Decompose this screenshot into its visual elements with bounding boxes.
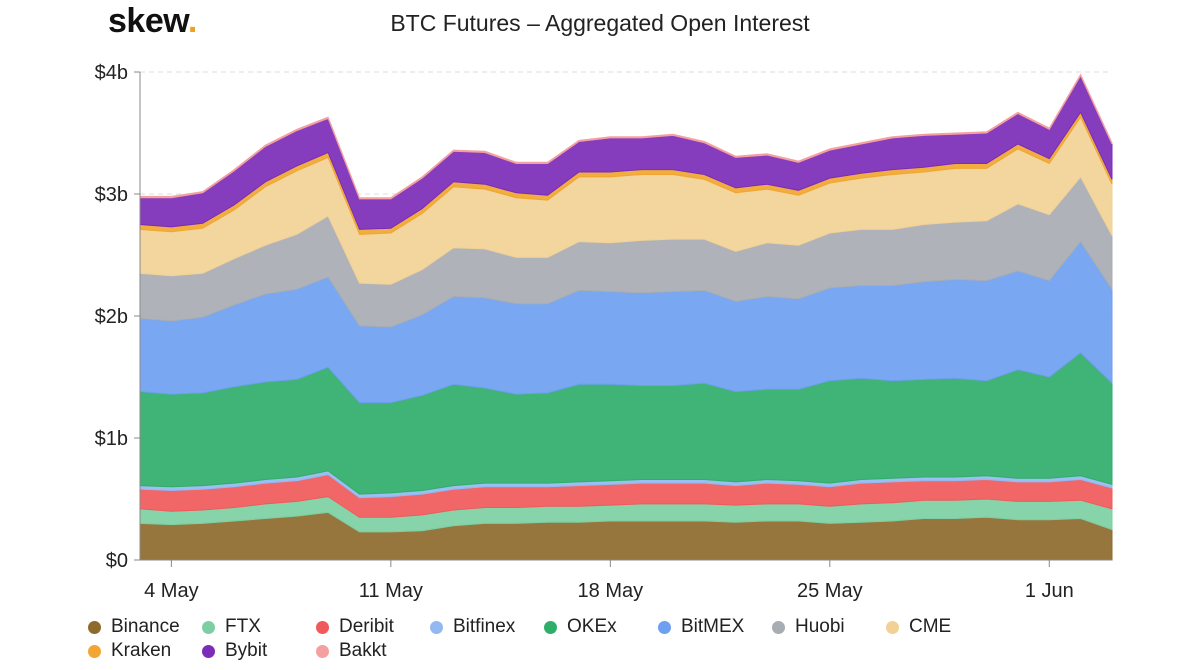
legend-swatch — [658, 620, 671, 634]
legend-item-bitfinex[interactable]: Bitfinex — [430, 616, 544, 638]
x-tick-label: 11 May — [359, 580, 423, 602]
legend-swatch — [316, 644, 329, 658]
x-tick-label: 1 Jun — [1025, 580, 1074, 602]
legend-item-binance[interactable]: Binance — [88, 616, 202, 638]
legend-label: CME — [909, 616, 952, 637]
brand-logo: skew. — [108, 2, 197, 41]
legend-label: Huobi — [795, 616, 845, 637]
y-tick-label: $4b — [95, 62, 128, 84]
legend-item-bitmex[interactable]: BitMEX — [658, 616, 772, 638]
legend-swatch — [88, 620, 101, 634]
legend-label: OKEx — [567, 616, 617, 637]
legend-item-ftx[interactable]: FTX — [202, 616, 316, 638]
legend-swatch — [772, 620, 785, 634]
legend-swatch — [88, 644, 101, 658]
legend-label: Bakkt — [339, 640, 387, 661]
x-tick-label: 25 May — [797, 580, 863, 602]
legend-swatch — [202, 620, 215, 634]
legend-label: Bybit — [225, 640, 268, 661]
legend-item-huobi[interactable]: Huobi — [772, 616, 886, 638]
legend-item-bybit[interactable]: Bybit — [202, 640, 316, 662]
legend-swatch — [316, 620, 329, 634]
x-tick-label: 18 May — [578, 580, 644, 602]
area-layer — [139, 73, 1113, 561]
legend-label: FTX — [225, 616, 261, 637]
brand-dot: . — [187, 2, 197, 40]
area-series-bakkt — [139, 73, 1113, 200]
chart-title: BTC Futures – Aggregated Open Interest — [390, 10, 810, 36]
legend: Binance FTX Deribit Bitfinex OKEx BitMEX Huobi… — [88, 616, 1088, 662]
legend-swatch — [886, 620, 899, 634]
brand-name: skew — [108, 2, 188, 40]
legend-label: Bitfinex — [453, 616, 516, 637]
legend-item-deribit[interactable]: Deribit — [316, 616, 430, 638]
legend-item-kraken[interactable]: Kraken — [88, 640, 202, 662]
y-tick-label: $2b — [95, 306, 128, 328]
y-tick-label: $1b — [95, 428, 128, 450]
legend-swatch — [202, 644, 215, 658]
legend-label: Binance — [111, 616, 180, 637]
legend-label: Deribit — [339, 616, 394, 637]
y-tick-label: $0 — [106, 550, 128, 572]
legend-label: BitMEX — [681, 616, 745, 637]
legend-swatch — [544, 620, 557, 634]
legend-swatch — [430, 620, 443, 634]
x-tick-label: 4 May — [144, 580, 198, 602]
legend-item-cme[interactable]: CME — [886, 616, 1000, 638]
legend-item-okex[interactable]: OKEx — [544, 616, 658, 638]
y-tick-label: $3b — [95, 184, 128, 206]
legend-item-bakkt[interactable]: Bakkt — [316, 640, 430, 662]
legend-label: Kraken — [111, 640, 172, 661]
chart-area: $0 $1b $2b $3b $4b 4 May 11 May 18 May 25 May 1 J… — [95, 62, 1113, 602]
axis-layer: $0 $1b $2b $3b $4b 4 May 11 May 18 May 25 May 1 J… — [95, 62, 1112, 602]
